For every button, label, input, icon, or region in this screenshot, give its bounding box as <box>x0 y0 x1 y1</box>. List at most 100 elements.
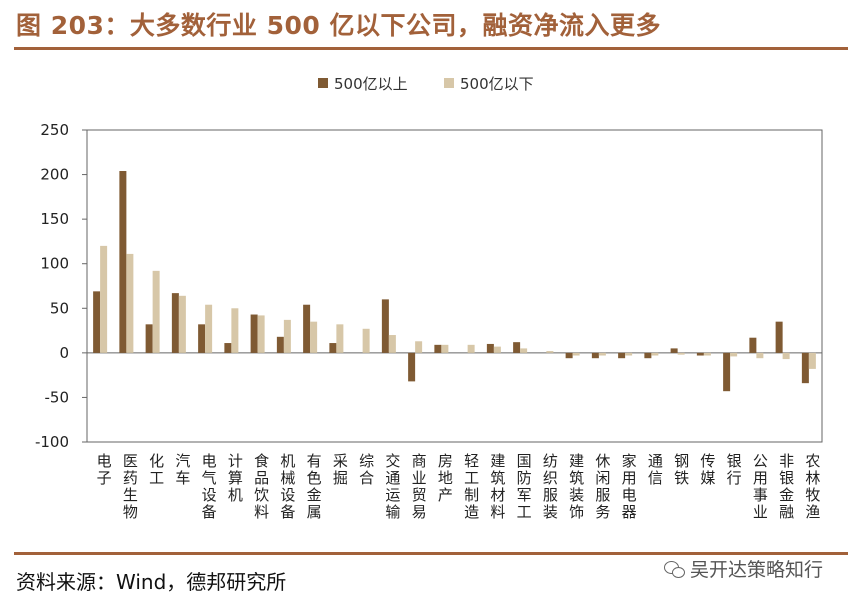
bar <box>618 352 626 359</box>
watermark: 吴开达策略知行 <box>664 555 823 582</box>
x-tick-label: 钢铁 <box>674 452 689 487</box>
footer-divider <box>14 552 848 555</box>
bar <box>329 343 337 353</box>
bar <box>808 352 816 369</box>
bar <box>756 352 764 359</box>
x-tick-label: 有色金属 <box>307 452 322 521</box>
x-tick-label: 采掘 <box>333 452 348 487</box>
y-tick-label: 100 <box>40 255 69 273</box>
bar <box>677 352 685 355</box>
legend-swatch <box>444 78 454 88</box>
x-tick-label: 食品饮料 <box>254 452 269 521</box>
x-tick-label: 银行 <box>727 452 742 487</box>
bar <box>565 352 573 359</box>
x-tick-label: 纺织服装 <box>543 452 558 521</box>
x-tick-label: 电气设备 <box>202 452 217 521</box>
x-tick-label: 化工 <box>149 452 164 487</box>
y-tick-label: 0 <box>59 344 69 362</box>
bar <box>231 308 239 353</box>
y-tick-label: 150 <box>40 210 69 228</box>
bar <box>100 245 108 353</box>
bar <box>303 304 311 353</box>
x-tick-label: 传媒 <box>700 452 715 487</box>
bar <box>591 352 599 359</box>
bar <box>723 352 731 392</box>
x-axis-labels: 电子医药生物化工汽车电气设备计算机食品饮料机械设备有色金属采掘综合交通运输商业贸… <box>97 452 821 521</box>
wechat-icon <box>664 560 686 578</box>
bar <box>178 295 186 353</box>
x-tick-label: 电子 <box>97 452 112 487</box>
bar <box>224 343 232 353</box>
y-tick-label: -100 <box>35 433 69 451</box>
bar <box>696 352 704 356</box>
x-tick-label: 机械设备 <box>280 452 295 521</box>
title-divider <box>14 47 848 50</box>
bar <box>119 171 127 353</box>
y-tick-label: 200 <box>40 166 69 184</box>
bar <box>467 344 475 353</box>
bar <box>205 304 213 353</box>
legend-label: 500亿以下 <box>460 75 534 93</box>
bar <box>408 352 416 382</box>
bar <box>415 341 423 353</box>
plot-frame <box>86 129 823 443</box>
x-tick-label: 公用事业 <box>753 452 768 521</box>
bar <box>644 352 652 359</box>
y-tick-label: 50 <box>50 299 69 317</box>
source-note: 资料来源：Wind，德邦研究所 <box>16 570 287 594</box>
x-tick-label: 医药生物 <box>123 452 138 521</box>
bar <box>520 348 528 353</box>
figure-title: 图 203：大多数行业 500 亿以下公司，融资净流入更多 <box>16 11 661 40</box>
x-tick-label: 汽车 <box>175 452 190 487</box>
bar <box>546 351 554 353</box>
y-axis: 250 200 150 100 50 0 -50 -100 <box>35 121 822 451</box>
bar <box>126 253 134 353</box>
bar <box>276 336 284 353</box>
bar <box>257 315 265 353</box>
bar <box>441 344 449 353</box>
watermark-text: 吴开达策略知行 <box>690 559 824 581</box>
bar <box>730 352 738 357</box>
x-tick-label: 房地产 <box>438 452 453 504</box>
x-tick-label: 休闲服务 <box>595 452 610 521</box>
x-tick-label: 通信 <box>648 452 663 487</box>
legend-swatch <box>318 78 328 88</box>
bar <box>434 344 442 353</box>
x-tick-label: 综合 <box>359 452 374 487</box>
bar <box>145 324 153 353</box>
bar <box>801 352 809 384</box>
bar <box>598 352 606 356</box>
bar <box>670 348 678 353</box>
y-tick-label: 250 <box>40 121 69 139</box>
x-tick-label: 商业贸易 <box>412 452 427 521</box>
bar <box>749 337 757 353</box>
bar <box>283 319 291 353</box>
x-tick-label: 国防军工 <box>517 452 532 521</box>
x-tick-label: 交通运输 <box>385 452 400 521</box>
x-tick-label: 非银金融 <box>779 452 794 521</box>
bar-chart: 500亿以上 500亿以下 250 200 150 100 50 0 -50 -100 电子医药… <box>35 75 823 521</box>
bar <box>486 343 494 353</box>
chart-legend: 500亿以上 500亿以下 <box>318 75 534 93</box>
bar <box>250 314 258 353</box>
bar <box>572 352 580 356</box>
bar <box>775 321 783 353</box>
x-tick-label: 农林牧渔 <box>805 452 820 521</box>
bar <box>513 342 521 353</box>
x-tick-label: 家用电器 <box>622 452 637 521</box>
bar <box>362 328 370 353</box>
bar <box>782 352 790 360</box>
x-tick-label: 计算机 <box>228 452 243 504</box>
bar <box>388 335 396 353</box>
x-tick-label: 建筑装饰 <box>569 452 584 521</box>
bar <box>310 321 318 353</box>
bar <box>703 352 711 356</box>
bars-group <box>93 171 816 392</box>
bar <box>152 270 160 353</box>
bar <box>493 346 501 353</box>
legend-label: 500亿以上 <box>334 75 408 93</box>
bar <box>625 352 633 356</box>
bar <box>93 291 101 353</box>
x-tick-label: 轻工制造 <box>464 452 479 521</box>
bar <box>336 324 344 353</box>
